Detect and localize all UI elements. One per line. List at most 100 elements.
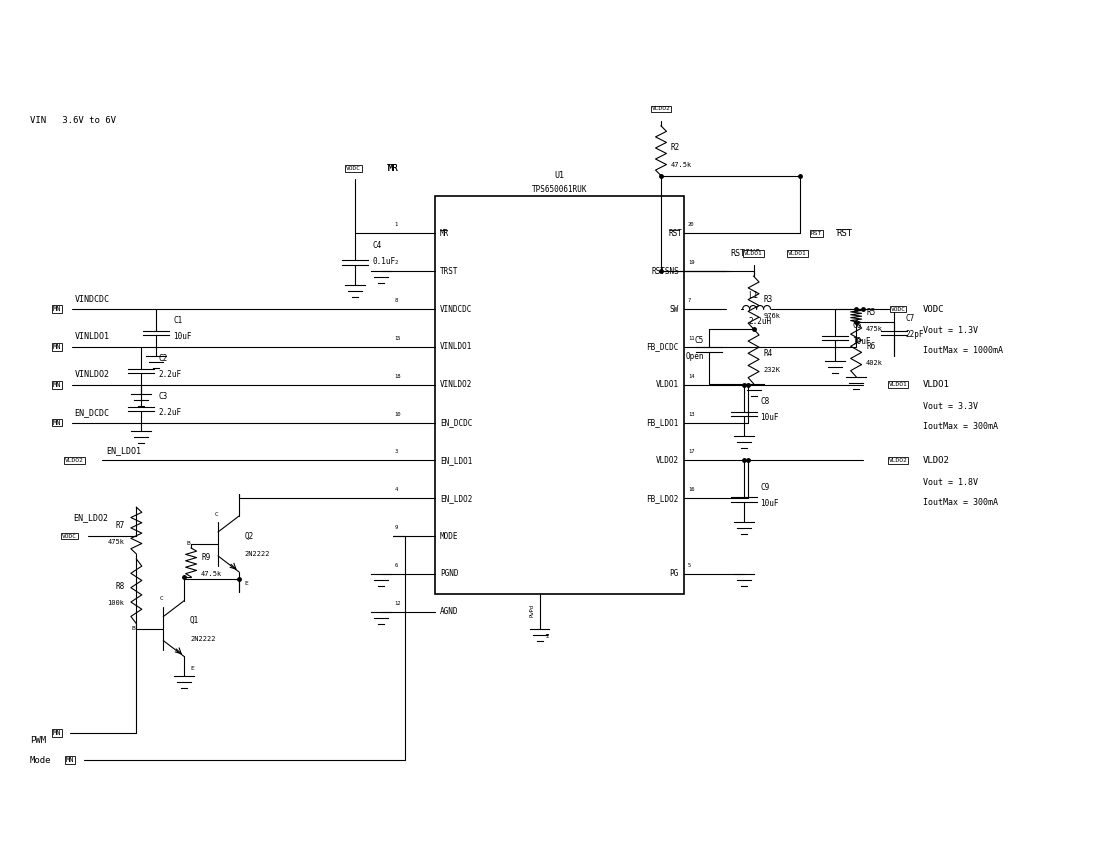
Text: VINDCDC: VINDCDC <box>440 305 473 313</box>
Text: 2: 2 <box>395 260 398 265</box>
Text: PGND: PGND <box>440 570 458 578</box>
Text: EN_LDO1: EN_LDO1 <box>440 456 473 465</box>
Text: E: E <box>245 582 248 587</box>
Text: 232K: 232K <box>764 368 780 374</box>
Text: VLDO2: VLDO2 <box>65 458 84 463</box>
Text: VLDO2: VLDO2 <box>652 106 670 111</box>
Text: MN: MN <box>53 730 60 736</box>
Text: PwPd: PwPd <box>529 604 534 617</box>
Text: 10: 10 <box>395 412 401 417</box>
Text: TRST: TRST <box>440 267 458 276</box>
Bar <box>435 195 684 593</box>
Text: R9: R9 <box>201 553 210 562</box>
Text: VLDO1: VLDO1 <box>656 380 679 389</box>
Text: L1: L1 <box>748 290 758 300</box>
Text: RST: RST <box>668 229 682 238</box>
Text: Vout = 1.8V: Vout = 1.8V <box>923 478 978 486</box>
Text: RSTSNS: RSTSNS <box>652 267 679 276</box>
Text: 1: 1 <box>395 222 398 228</box>
Text: 12: 12 <box>395 601 401 605</box>
Text: C3: C3 <box>158 392 167 401</box>
Text: 2: 2 <box>545 634 548 639</box>
Text: 47.5k: 47.5k <box>671 161 692 167</box>
Text: AGND: AGND <box>440 607 458 616</box>
Text: C2: C2 <box>158 354 167 363</box>
Text: VINLDO2: VINLDO2 <box>440 380 473 389</box>
Text: VLDO2: VLDO2 <box>923 456 950 465</box>
Text: 2.2uH: 2.2uH <box>748 318 771 327</box>
Text: RSTSNS: RSTSNS <box>731 249 761 258</box>
Text: 10uF: 10uF <box>852 337 870 346</box>
Text: Vout = 1.3V: Vout = 1.3V <box>923 326 978 335</box>
Text: C6: C6 <box>852 322 862 330</box>
Text: Open: Open <box>686 352 703 362</box>
Text: MN: MN <box>53 382 60 388</box>
Text: RST: RST <box>811 231 822 236</box>
Text: 2N2222: 2N2222 <box>245 551 270 557</box>
Text: Q2: Q2 <box>245 531 254 541</box>
Text: VODC: VODC <box>923 305 944 313</box>
Text: 7: 7 <box>688 298 691 303</box>
Text: 100k: 100k <box>108 600 124 606</box>
Text: 4: 4 <box>395 487 398 492</box>
Text: EN_LDO2: EN_LDO2 <box>74 514 109 523</box>
Text: 18: 18 <box>395 374 401 379</box>
Text: 402k: 402k <box>866 360 884 366</box>
Text: VLDO2: VLDO2 <box>656 456 679 465</box>
Text: R3: R3 <box>764 295 773 304</box>
Text: 10uF: 10uF <box>761 413 779 422</box>
Text: 475k: 475k <box>866 326 884 333</box>
Text: IoutMax = 1000mA: IoutMax = 1000mA <box>923 346 1002 356</box>
Text: 8: 8 <box>395 298 398 303</box>
Text: 22pF: 22pF <box>906 330 924 340</box>
Text: FB_LDO1: FB_LDO1 <box>646 418 679 427</box>
Text: 9: 9 <box>395 525 398 530</box>
Text: C4: C4 <box>373 241 381 250</box>
Text: U1: U1 <box>555 171 565 180</box>
Text: 2.2uF: 2.2uF <box>158 370 181 380</box>
Text: R6: R6 <box>866 342 875 351</box>
Text: 14: 14 <box>688 374 695 379</box>
Text: 3: 3 <box>395 449 398 454</box>
Text: 2.2uF: 2.2uF <box>158 408 181 417</box>
Text: C: C <box>159 596 164 601</box>
Text: MN: MN <box>66 757 74 763</box>
Text: B: B <box>132 626 135 631</box>
Text: R7: R7 <box>115 521 124 530</box>
Text: TPS650061RUK: TPS650061RUK <box>532 185 587 194</box>
Text: R2: R2 <box>671 143 680 152</box>
Text: MN: MN <box>53 306 60 312</box>
Text: VODC: VODC <box>63 533 77 538</box>
Text: 2N2222: 2N2222 <box>190 636 215 642</box>
Text: MODE: MODE <box>440 531 458 541</box>
Text: IoutMax = 300mA: IoutMax = 300mA <box>923 422 998 431</box>
Text: VODC: VODC <box>346 166 360 171</box>
Text: VLDO2: VLDO2 <box>889 458 908 463</box>
Text: 10uF: 10uF <box>761 498 779 508</box>
Text: MR: MR <box>387 164 398 173</box>
Text: VLDO1: VLDO1 <box>744 250 763 256</box>
Text: IoutMax = 300mA: IoutMax = 300mA <box>923 498 998 507</box>
Text: Mode: Mode <box>30 756 52 764</box>
Text: VINLDO1: VINLDO1 <box>440 342 473 351</box>
Text: 11: 11 <box>688 336 695 340</box>
Text: 0.1uF: 0.1uF <box>373 256 396 266</box>
Text: 47.5k: 47.5k <box>201 571 222 577</box>
Text: SW: SW <box>669 305 679 313</box>
Text: MR: MR <box>387 164 398 173</box>
Text: C5: C5 <box>695 336 703 346</box>
Text: C7: C7 <box>906 314 915 323</box>
Text: VODC: VODC <box>890 306 906 312</box>
Text: VINLDO2: VINLDO2 <box>75 370 110 380</box>
Text: 17: 17 <box>688 449 695 454</box>
Text: VINLDO1: VINLDO1 <box>75 333 110 341</box>
Text: 5: 5 <box>688 563 691 568</box>
Text: VIN   3.6V to 6V: VIN 3.6V to 6V <box>30 116 115 126</box>
Text: Vout = 3.3V: Vout = 3.3V <box>923 402 978 411</box>
Text: 976k: 976k <box>764 313 780 319</box>
Text: C1: C1 <box>174 317 182 325</box>
Text: 10uF: 10uF <box>174 333 191 341</box>
Text: VLDO1: VLDO1 <box>788 250 807 256</box>
Text: EN_LDO2: EN_LDO2 <box>440 493 473 503</box>
Text: 13: 13 <box>688 412 695 417</box>
